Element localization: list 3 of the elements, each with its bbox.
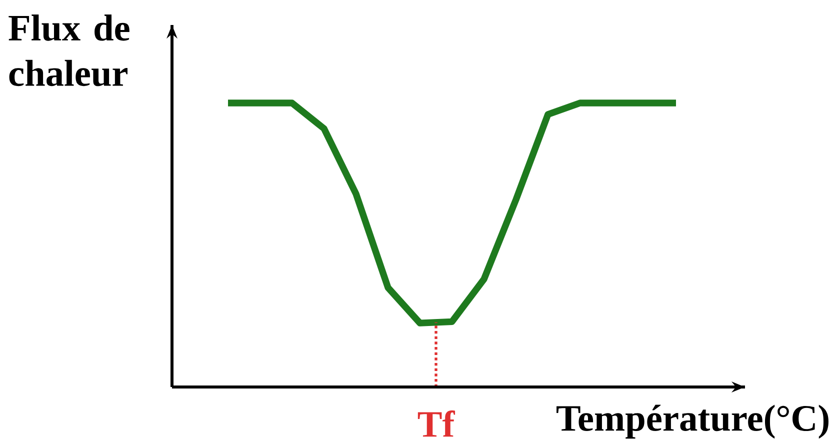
x-axis-title: Température(°C)	[556, 404, 828, 439]
y-axis-title: Flux de chaleur	[8, 14, 130, 86]
text: Tf	[418, 410, 456, 437]
